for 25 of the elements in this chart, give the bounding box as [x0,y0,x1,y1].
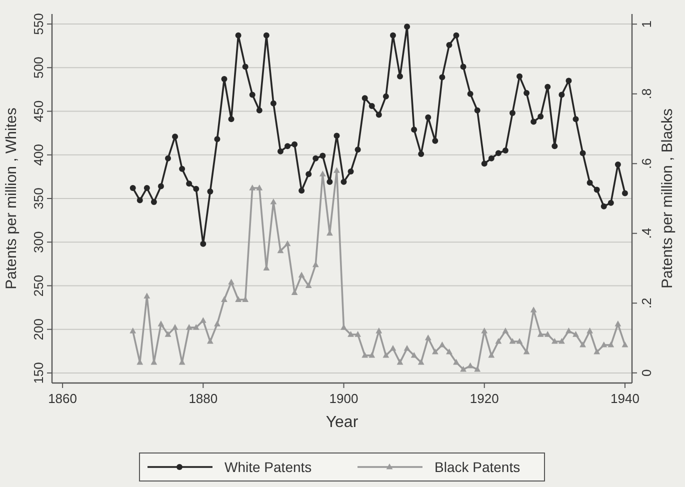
y2-tick-label: .2 [639,298,654,309]
y2-tick-label: 1 [639,20,654,28]
y-axis-title: Patents per million , Whites [3,108,20,290]
y-tick-label: 450 [31,100,46,122]
legend-label: White Patents [224,459,312,475]
y-tick-label: 300 [31,231,46,253]
x-tick-label: 1920 [470,391,499,406]
legend-label: Black Patents [434,459,520,475]
y-tick-label: 400 [31,144,46,166]
y-tick-label: 200 [31,318,46,340]
x-tick-label: 1860 [48,391,78,406]
y2-tick-label: 0 [639,369,654,377]
y2-tick-label: .4 [639,228,654,239]
y-tick-label: 350 [31,188,46,210]
y-tick-label: 150 [31,362,46,384]
y-tick-label: 250 [31,274,46,297]
x-tick-label: 1940 [610,391,640,406]
y2-tick-label: .8 [639,88,654,100]
y-tick-label: 500 [31,56,46,78]
x-axis-title: Year [326,414,359,431]
y-tick-label: 550 [31,13,46,35]
y2-tick-label: .6 [639,158,654,170]
x-tick-label: 1880 [188,391,218,406]
y2-axis-title: Patents per million , Blacks [659,108,676,289]
x-tick-label: 1900 [329,391,358,406]
